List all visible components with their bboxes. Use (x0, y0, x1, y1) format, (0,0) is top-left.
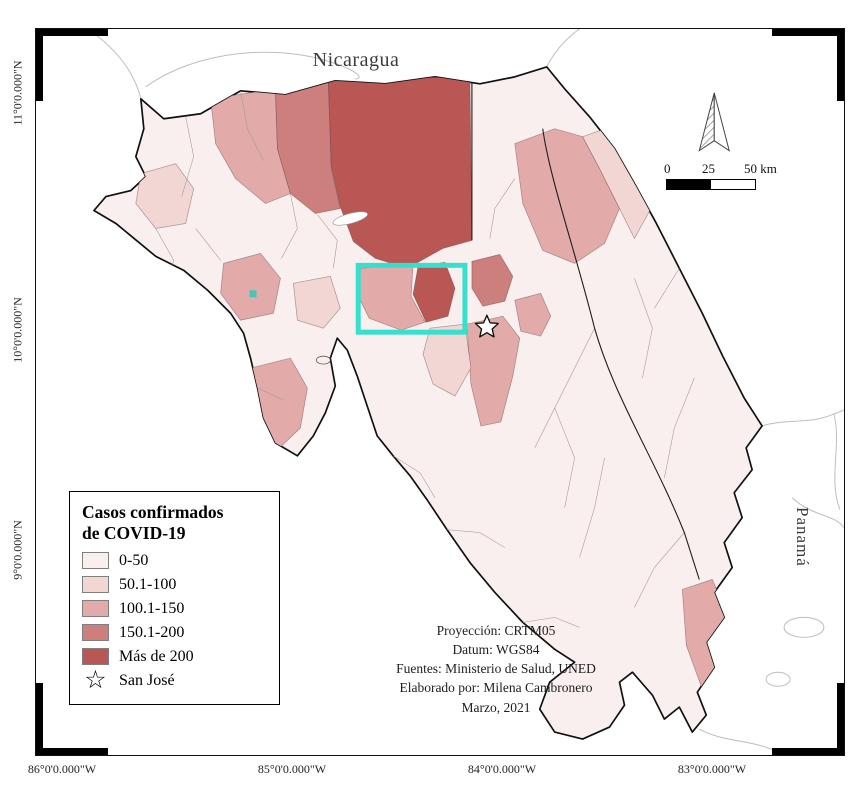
legend-marker-row: ☆ San José (82, 666, 267, 694)
north-arrow-icon (698, 92, 731, 152)
legend: Casos confirmados de COVID-19 0-50 50.1-… (69, 491, 280, 705)
san-jose-star-marker (474, 314, 499, 338)
legend-swatch-0-50 (82, 552, 109, 570)
legend-marker-label: San José (119, 671, 175, 689)
legend-class-label: 0-50 (119, 551, 149, 569)
frame-corner-bar (772, 29, 844, 36)
scale-tick-50: 50 km (744, 161, 777, 176)
lat-label-9n: 9°0'0.000"N (10, 520, 25, 580)
legend-class-row: Más de 200 (82, 648, 267, 666)
map-frame: Nicaragua Panamá 0 25 50 km Casos confir… (35, 28, 845, 756)
legend-class-row: 50.1-100 (82, 576, 267, 594)
frame-corner-bar (36, 748, 108, 755)
legend-class-label: 150.1-200 (119, 623, 185, 641)
frame-corner-bar (36, 29, 108, 36)
frame-corner-bar (837, 29, 844, 101)
credit-date: Marzo, 2021 (461, 699, 531, 715)
star-icon: ☆ (84, 666, 107, 694)
legend-class-label: Más de 200 (119, 647, 194, 665)
frame-corner-bar (837, 683, 844, 755)
legend-class-row: 0-50 (82, 552, 267, 570)
credit-sources: Fuentes: Ministerio de Salud, UNED (396, 661, 596, 677)
scale-bar-graphic (666, 179, 756, 190)
lat-label-11n: 11°0'0.000"N (10, 60, 25, 126)
frame-corner-bar (36, 29, 43, 101)
legend-swatch-100-150 (82, 600, 109, 618)
nicaragua-label: Nicaragua (312, 49, 400, 71)
map-credits: Proyección: CRTM05 Datum: WGS84 Fuentes:… (336, 621, 656, 717)
legend-class-row: 150.1-200 (82, 624, 267, 642)
lake-arenal (332, 211, 368, 226)
lat-label-10n: 10°0'0.000"N (10, 297, 25, 363)
legend-title: Casos confirmados de COVID-19 (82, 502, 224, 544)
credit-datum: Datum: WGS84 (452, 642, 540, 658)
gulf-islands (249, 290, 331, 365)
panama-label: Panamá (793, 507, 812, 567)
legend-class-row: 100.1-150 (82, 600, 267, 618)
lon-label-86w: 86°0'0.000"W (27, 762, 97, 776)
legend-swatch-mas-200 (82, 648, 109, 666)
lon-label-84w: 84°0'0.000"W (467, 762, 537, 776)
legend-swatch-50-100 (82, 576, 109, 594)
scale-tick-0: 0 (664, 161, 671, 176)
canton-borders (155, 90, 695, 628)
legend-class-label: 100.1-150 (119, 599, 185, 617)
frame-corner-bar (772, 748, 844, 755)
highlight-box (355, 262, 468, 335)
choropleth-regions (135, 76, 727, 690)
province-borders (471, 76, 700, 580)
legend-swatch-150-200 (82, 624, 109, 642)
costa-rica-choropleth-map (93, 29, 844, 755)
lon-label-85w: 85°0'0.000"W (257, 762, 327, 776)
scale-tick-25: 25 (702, 161, 715, 176)
legend-class-label: 50.1-100 (119, 575, 177, 593)
scale-bar: 0 25 50 km (664, 161, 784, 197)
lon-label-83w: 83°0'0.000"W (677, 762, 747, 776)
frame-corner-bar (36, 683, 43, 755)
credit-projection: Proyección: CRTM05 (436, 623, 556, 638)
credit-author: Elaborado por: Milena Cambronero (399, 680, 593, 696)
